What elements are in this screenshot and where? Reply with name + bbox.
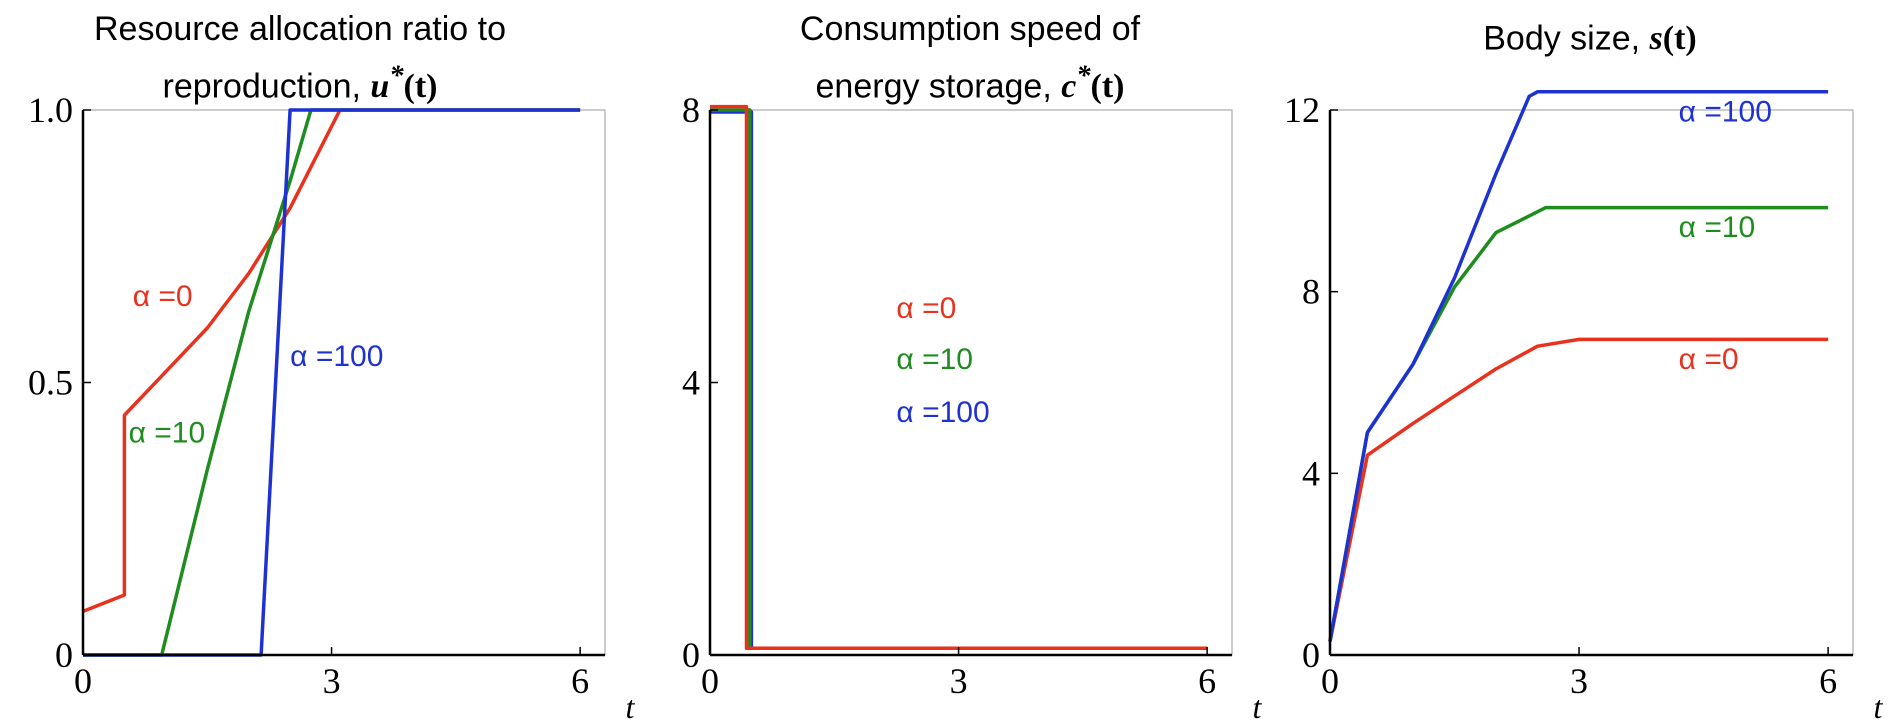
panel-2-x-tick-label: 3: [950, 661, 968, 701]
panel-2-annotation-blue: α =100: [896, 396, 989, 429]
panel-1-y-tick-label: 1.0: [28, 90, 73, 130]
panel-3-series-green-line: [1328, 205, 1829, 642]
panel-1-title-line2: reproduction, u*(t): [0, 53, 600, 111]
panel-2-annotation-red: α =0: [896, 292, 956, 325]
panel-2-series-blue-line: [710, 110, 1208, 650]
panel-2-title-line1: Consumption speed of: [799, 10, 1141, 48]
panel-3-title-text: Body size,: [1483, 19, 1641, 58]
panel-3-y-tick-label: 0: [1302, 635, 1320, 675]
panel-1-title-text: reproduction,: [162, 67, 361, 106]
panel-3-frame: [1329, 109, 1854, 656]
panel-2-title-line2: energy storage, c*(t): [645, 53, 1295, 111]
panel-3-x-tick-label: 3: [1570, 661, 1588, 701]
panel-3-x-axis-label: t: [1874, 689, 1884, 722]
panel-1-title-line1: Resource allocation ratio to: [93, 10, 506, 48]
panel-3-title-line2: Body size, s(t): [1290, 5, 1890, 63]
panel-3-x-tick-label: 6: [1819, 661, 1837, 701]
panel-2-x-tick-label: 6: [1198, 661, 1216, 701]
panel-2-y-tick-label: 4: [682, 363, 700, 403]
panel-2-y-tick-label: 0: [682, 635, 700, 675]
panel-3-annotation-green: α =10: [1679, 211, 1756, 244]
panel-1-annotation-green: α =10: [129, 416, 206, 449]
panel-3-series-blue-line: [1328, 90, 1829, 642]
panel-1-series-red-line: [82, 108, 581, 614]
panel-1-title: Resource allocation ratio to reproductio…: [0, 5, 600, 111]
panel-3-x-tick-label: 0: [1321, 661, 1339, 701]
panel-3-series-red-line: [1328, 337, 1829, 642]
panel-1-annotation-red: α =0: [133, 280, 193, 313]
panel-3-y-tick-label: 8: [1302, 272, 1320, 312]
panel-1-title-symbol: u*(t): [370, 61, 438, 106]
panel-1-x-axis-label: t: [626, 689, 636, 722]
panel-1-x-tick-label: 6: [571, 661, 589, 701]
panel-2-title-symbol: c*(t): [1061, 61, 1125, 106]
panel-1-x-tick-label: 0: [74, 661, 92, 701]
panel-3-annotation-red: α =0: [1679, 343, 1739, 376]
panel-2-y-tick-label: 8: [682, 90, 700, 130]
panel-2-series-green-line: [710, 108, 1208, 650]
panel-1-y-tick-label: 0: [55, 635, 73, 675]
panel-2-x-axis-label: t: [1253, 689, 1263, 722]
panel-3-title: Body size, s(t): [1290, 5, 1890, 63]
panel-3-y-tick-label: 12: [1284, 90, 1320, 130]
panel-1-y-tick-label: 0.5: [28, 363, 73, 403]
panel-1-x-tick-label: 3: [323, 661, 341, 701]
panel-1-frame: [82, 109, 606, 656]
panel-3-title-symbol: s(t): [1649, 20, 1697, 58]
panel-1-annotation-blue: α =100: [290, 340, 383, 373]
panel-2-frame: [709, 109, 1233, 656]
panel-2-title: Consumption speed of energy storage, c*(…: [645, 5, 1295, 111]
panel-2-series-red-line: [710, 104, 1208, 650]
panel-3-y-tick-label: 4: [1302, 453, 1320, 493]
panel-2-title-text: energy storage,: [815, 67, 1052, 106]
panel-2-annotation-green: α =10: [896, 343, 973, 376]
panel-3-annotation-blue: α =100: [1679, 95, 1772, 128]
panel-2-x-tick-label: 0: [701, 661, 719, 701]
